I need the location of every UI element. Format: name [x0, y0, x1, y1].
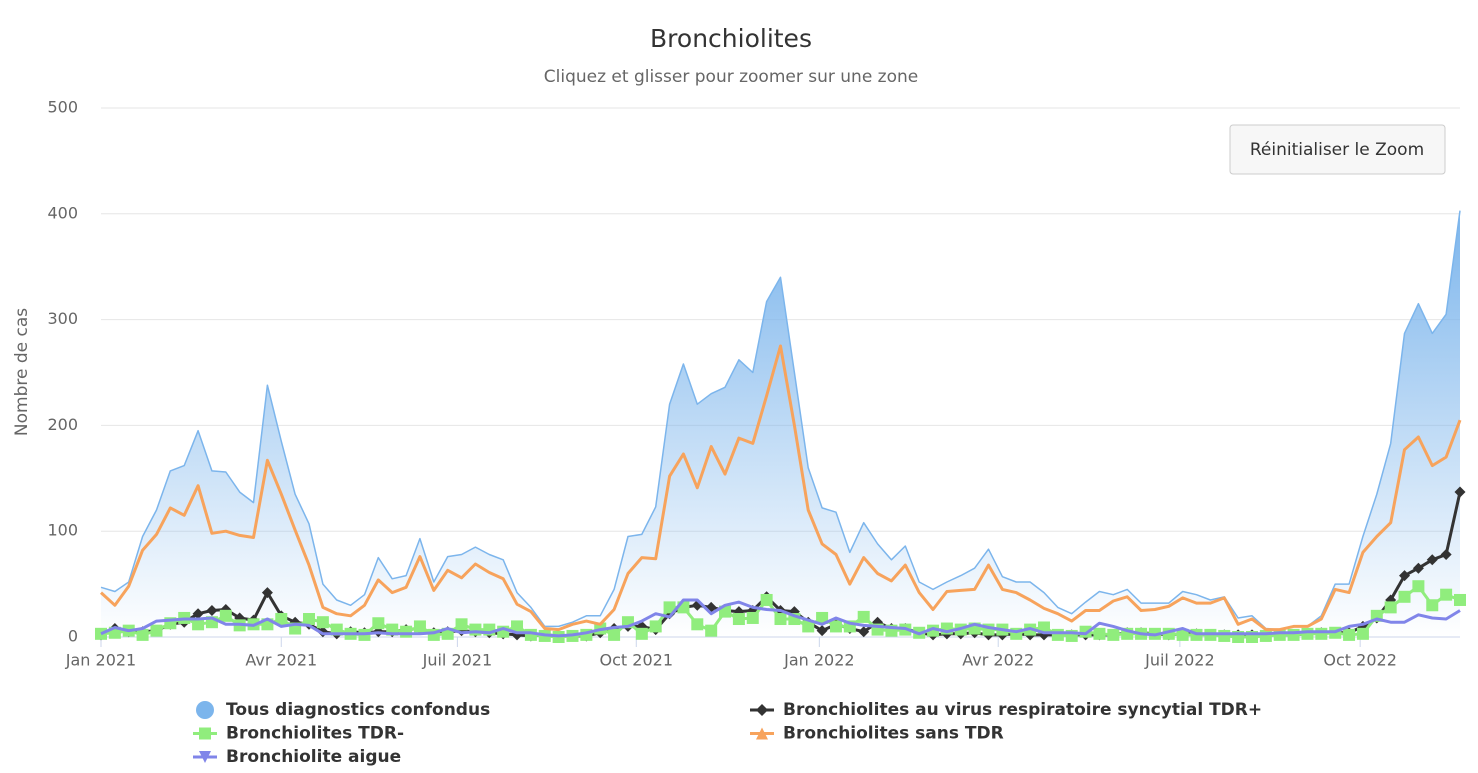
data-point	[760, 593, 773, 606]
data-point	[1287, 628, 1300, 641]
data-point	[1107, 628, 1120, 641]
data-point	[1426, 599, 1439, 612]
data-point	[816, 611, 829, 624]
area	[101, 210, 1460, 637]
data-point	[1343, 628, 1356, 641]
data-point	[635, 627, 648, 640]
y-tick-label: 200	[47, 415, 78, 434]
data-point	[1218, 629, 1231, 642]
data-point	[927, 624, 940, 637]
data-point	[1315, 627, 1328, 640]
data-point	[1399, 570, 1411, 582]
data-point	[206, 605, 218, 617]
data-point	[1259, 629, 1272, 642]
chart-title: Bronchiolites	[650, 24, 812, 53]
data-point	[469, 623, 482, 636]
data-point	[1093, 627, 1106, 640]
y-tick-label: 400	[47, 203, 78, 222]
legend-label: Bronchiolites sans TDR	[783, 724, 1004, 744]
data-point	[649, 620, 662, 633]
data-point	[1412, 580, 1425, 593]
legend-symbol	[199, 727, 211, 740]
data-point	[511, 620, 524, 633]
x-tick-label: Avr 2022	[962, 651, 1034, 670]
x-tick-label: Jan 2022	[783, 651, 854, 670]
legend-symbol	[756, 727, 768, 740]
data-point	[1301, 627, 1314, 640]
data-point	[816, 625, 828, 637]
data-point	[150, 624, 163, 637]
legend-symbol	[199, 751, 211, 763]
series-line	[99, 344, 1462, 632]
y-tick-label: 300	[47, 309, 78, 328]
x-tick-label: Juil 2022	[1144, 651, 1215, 670]
data-point	[1440, 548, 1452, 560]
legend-label: Bronchiolite aigue	[226, 747, 401, 767]
series-line	[100, 210, 1461, 631]
y-axis-title: Nombre de cas	[12, 308, 32, 436]
data-point	[219, 609, 232, 622]
reset-zoom-button[interactable]: Réinitialiser le Zoom	[1229, 124, 1446, 175]
data-point	[1176, 628, 1189, 641]
y-tick-label: 500	[47, 98, 78, 117]
series-line	[100, 598, 1461, 638]
legend-label: Bronchiolites TDR-	[226, 724, 404, 744]
x-tick-label: Oct 2022	[1323, 651, 1396, 670]
data-point	[372, 617, 385, 630]
data-point	[857, 610, 870, 623]
x-tick-label: Juil 2021	[422, 651, 493, 670]
data-point	[316, 616, 329, 629]
data-point	[192, 608, 204, 620]
data-point	[802, 620, 815, 633]
y-tick-label: 0	[68, 627, 78, 646]
data-point	[1384, 601, 1397, 614]
data-point	[663, 601, 676, 614]
data-point	[413, 620, 426, 633]
button-label[interactable]: Réinitialiser le Zoom	[1250, 140, 1424, 160]
data-point	[400, 625, 413, 638]
data-point	[829, 620, 842, 633]
data-point	[746, 611, 759, 624]
legend-symbol	[756, 704, 768, 716]
data-point	[1426, 554, 1438, 566]
data-point	[1440, 588, 1453, 601]
data-point	[691, 618, 704, 631]
x-tick-label: Avr 2021	[245, 651, 317, 670]
legend-symbol	[196, 701, 214, 719]
data-point	[192, 618, 205, 631]
legend-label: Bronchiolites au virus respiratoire sync…	[783, 700, 1262, 720]
data-point	[608, 628, 621, 641]
data-point	[858, 626, 870, 638]
data-point	[774, 613, 787, 626]
y-tick-label: 100	[47, 521, 78, 540]
data-point	[705, 624, 718, 637]
legend-label: Tous diagnostics confondus	[226, 700, 490, 720]
x-tick-label: Oct 2021	[600, 651, 673, 670]
chart-subtitle: Cliquez et glisser pour zoomer sur une z…	[544, 67, 919, 87]
data-point	[303, 613, 316, 626]
data-point	[1051, 628, 1064, 641]
data-point	[1454, 593, 1466, 606]
data-point	[261, 587, 273, 599]
data-point	[1356, 627, 1369, 640]
data-point	[136, 628, 149, 641]
data-point	[1412, 562, 1424, 574]
data-point	[1454, 486, 1466, 498]
data-point	[275, 613, 288, 626]
data-point	[455, 618, 468, 631]
data-point	[732, 613, 745, 626]
data-point	[95, 627, 107, 640]
button-frame[interactable]	[1229, 124, 1446, 175]
x-tick-label: Jan 2021	[65, 651, 136, 670]
data-point	[1398, 590, 1411, 603]
